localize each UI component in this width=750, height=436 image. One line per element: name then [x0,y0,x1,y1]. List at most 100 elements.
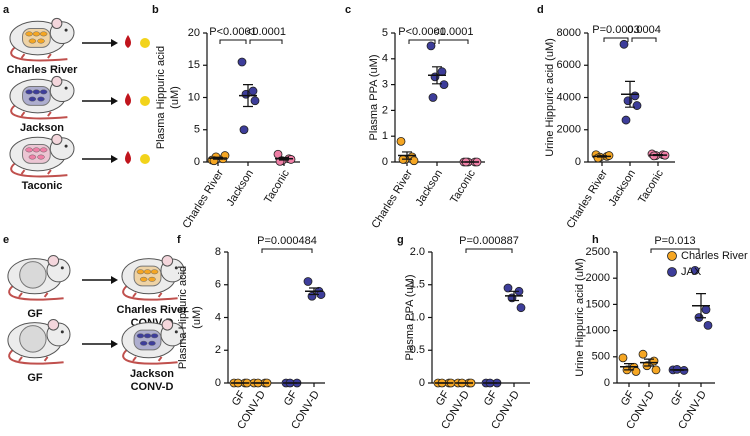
strain-label: Taconic [22,180,63,192]
data-point [630,91,640,101]
germ-free-gut [19,325,47,353]
microbe [39,147,48,153]
strain-label: Charles River [7,64,79,76]
significance-bracket [249,39,283,44]
mouse-tail [8,284,64,301]
significance-bracket [465,248,513,253]
convd-label: Charles River [117,304,189,316]
y-tick-label: 5 [194,124,200,136]
microbe [136,333,145,339]
data-point [619,39,629,49]
mouse-tail [122,284,178,301]
data-point [649,356,659,366]
data-point [701,305,711,315]
x-tick-label: GF [282,389,300,409]
data-point [409,156,419,166]
convd-label: Jackson [130,368,174,380]
y-axis-label: Urine Hippuric acid (uM) [574,258,586,377]
microbe [28,96,37,102]
y-tick-label: 0 [575,156,581,168]
microbe [150,333,159,339]
significance-bracket [408,39,436,44]
panel-letter: h [592,234,599,246]
microbe [39,89,48,95]
microbe [32,147,41,153]
mouse-gut [133,329,162,351]
data-point [430,72,440,82]
x-tick-label: Charles River [181,167,227,230]
data-point [428,93,438,102]
y-tick-label: 1000 [586,325,610,337]
x-tick-label: Jackson [413,168,445,209]
y-axis-label: Plasma PPA (uM) [404,275,416,361]
urine-dot [140,154,150,164]
significance-bracket [219,39,247,44]
microbe [32,89,41,95]
blood-drop [125,151,131,164]
mouse-tail [10,161,68,178]
mouse-feet [20,111,52,117]
y-axis-label: Plasma Hippuric acid [177,266,189,369]
legend-marker [667,251,677,261]
y-tick-label: 10 [188,91,200,103]
data-point [516,303,526,313]
arrow-head [111,97,118,105]
mouse-tail [10,103,68,120]
arrow-head [111,276,118,284]
panel-letter: c [345,4,351,16]
x-tick-label: GF [619,389,637,409]
y-tick-label: 2500 [586,246,610,258]
p-value: P=0.000887 [459,235,519,247]
mouse-eye [64,28,68,32]
legend-label: Charles River [681,250,748,262]
significance-bracket [603,37,629,42]
data-point [237,57,247,67]
mouse-feet [18,292,49,298]
x-tick-label: GF [434,389,452,409]
data-point [307,291,317,301]
x-tick-label: Taconic [262,167,292,205]
strain-label: Jackson [20,122,64,134]
microbe [143,333,152,339]
germ-free-gut [19,261,47,289]
data-point [651,365,661,375]
mouse-eye [174,266,178,270]
mouse-gut [133,265,162,287]
y-tick-label: 8000 [557,27,581,39]
microbe [139,340,148,346]
y-axis-label: Plasma PPA (uM) [368,55,380,141]
data-point [239,125,249,135]
y-tick-label: 0 [215,377,221,389]
y-axis-label: Urine Hippuric acid (uM) [544,38,556,157]
y-tick-label: 15 [188,59,200,71]
y-tick-label: 2 [382,104,388,116]
error-bar [696,293,706,319]
panel-letter: f [177,234,181,246]
mouse-feet [20,53,52,59]
y-tick-label: 5 [382,27,388,39]
y-tick-label: 4 [382,53,388,65]
mouse-eye [64,86,68,90]
data-point [503,283,513,293]
data-point [618,353,628,363]
data-point [303,277,313,286]
arrow-head [111,39,118,47]
y-tick-label: 1500 [586,298,610,310]
y-tick-label: 500 [592,351,610,363]
error-bar [213,156,223,160]
data-point [437,67,447,77]
mouse-gut [22,85,51,106]
microbe [25,31,33,37]
urine-dot [140,96,150,106]
panel-letter: e [3,234,9,246]
mouse-feet [132,292,163,298]
mouse-ear [51,17,63,29]
y-tick-label: 1.5 [410,279,425,291]
data-point [426,41,436,51]
significance-bracket [650,248,700,253]
microbe [32,31,41,37]
p-value: P=0.0003 [592,24,639,36]
data-point [703,320,713,330]
arrow-head [111,155,118,163]
